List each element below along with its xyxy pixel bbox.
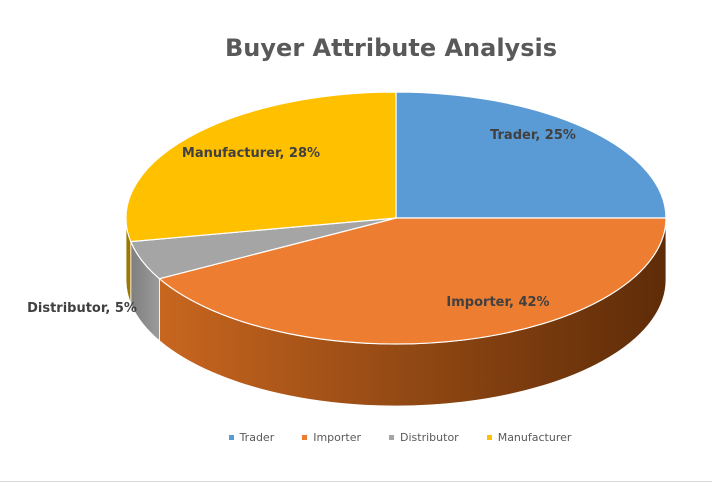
data-label-manufacturer: Manufacturer, 28% <box>182 146 320 161</box>
chart-title: Buyer Attribute Analysis <box>225 34 557 62</box>
data-label-importer: Importer, 42% <box>446 295 549 310</box>
pie-data-labels: Trader, 25% Importer, 42% Distributor, 5% M… <box>27 128 576 316</box>
legend-swatch-importer <box>302 435 308 440</box>
data-label-distributor: Distributor, 5% <box>27 301 137 316</box>
pie-slice-importer <box>158 217 667 345</box>
pie-slices <box>125 91 667 345</box>
legend-label-trader: Trader <box>239 431 275 444</box>
legend-item-manufacturer: Manufacturer <box>486 431 572 444</box>
legend-item-importer: Importer <box>302 431 361 444</box>
legend-swatch-trader <box>228 435 234 440</box>
legend-item-trader: Trader <box>228 431 275 444</box>
legend-label-distributor: Distributor <box>400 431 459 444</box>
chart-border <box>0 481 712 482</box>
pie-slice-trader <box>395 91 667 219</box>
chart-legend: Trader Importer Distributor Manufacturer <box>0 431 712 444</box>
legend-swatch-distributor <box>389 435 395 440</box>
legend-label-manufacturer: Manufacturer <box>497 431 572 444</box>
data-label-trader: Trader, 25% <box>490 128 576 143</box>
legend-swatch-manufacturer <box>486 435 492 440</box>
pie-slice-manufacturer <box>125 91 397 243</box>
legend-label-importer: Importer <box>313 431 362 444</box>
pie-side-walls <box>125 217 667 407</box>
legend-item-distributor: Distributor <box>389 431 459 444</box>
